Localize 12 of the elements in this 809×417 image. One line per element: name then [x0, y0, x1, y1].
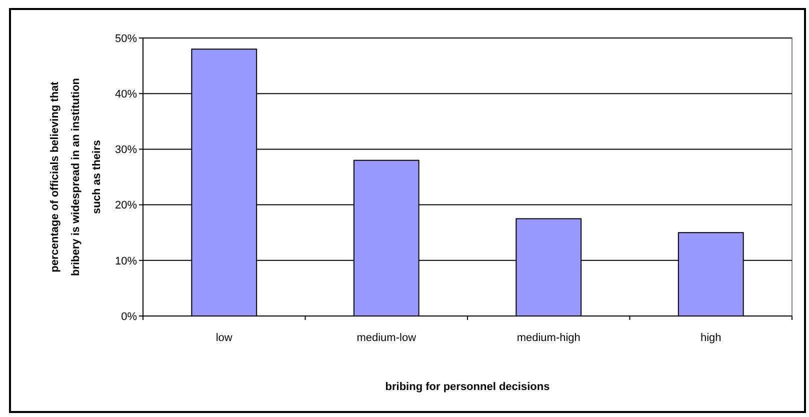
y-tick-label: 40% — [114, 88, 138, 100]
x-tick-label: high — [700, 332, 722, 344]
x-tick-label: low — [216, 332, 232, 344]
x-tick-label: medium-low — [356, 332, 416, 344]
y-tick-label: 30% — [114, 144, 138, 156]
x-tick-label: medium-high — [516, 332, 580, 344]
y-tick-label: 20% — [114, 200, 138, 212]
y-axis-title: percentage of officials believing that bribery is widespread in an institution such as theirs — [49, 78, 103, 276]
y-tick-label: 10% — [114, 255, 138, 268]
y-tick-label: 0% — [121, 310, 138, 323]
y-tick-label: 50% — [114, 32, 138, 45]
x-axis-title: bribing for personnel decisions — [385, 381, 550, 393]
